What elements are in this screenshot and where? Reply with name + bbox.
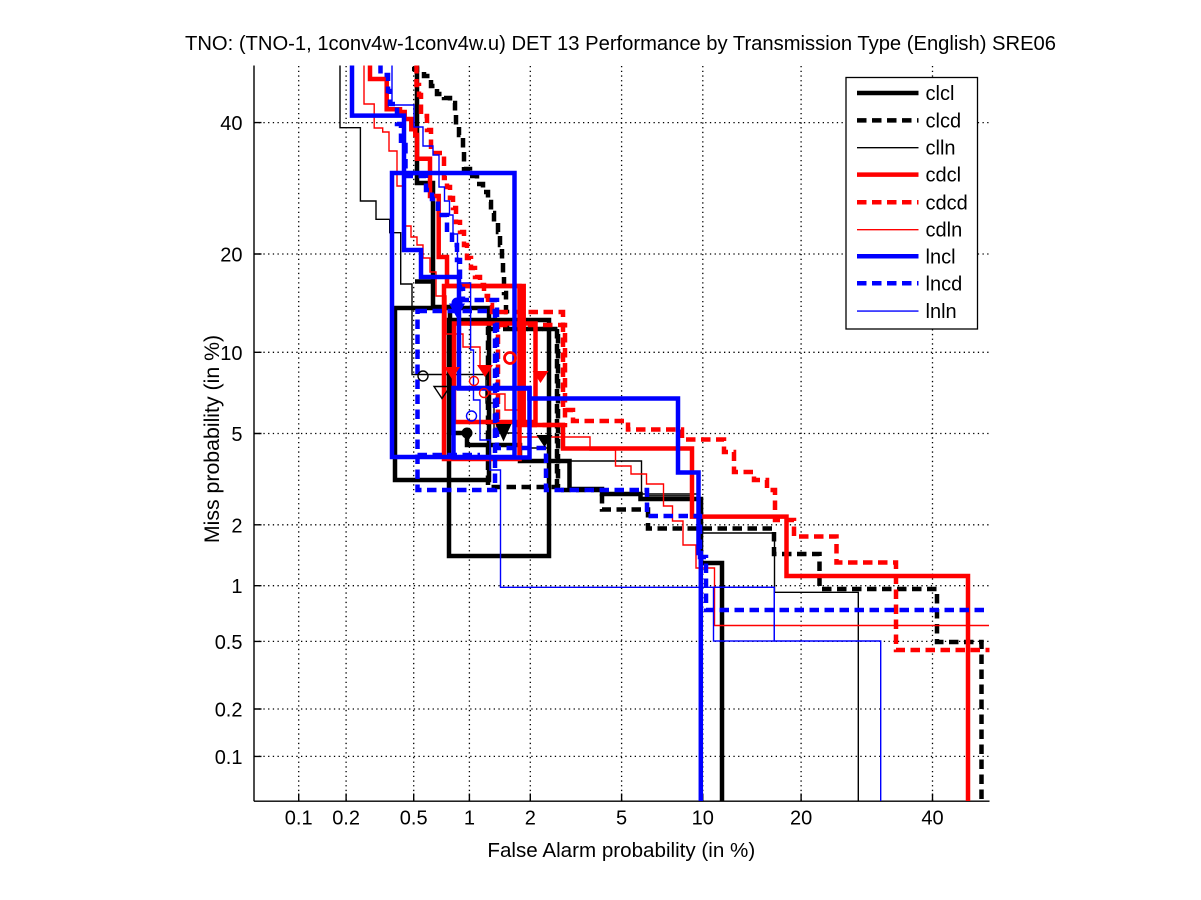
svg-text:0.5: 0.5 [215,632,243,654]
svg-text:cdcd: cdcd [926,192,968,214]
svg-text:20: 20 [790,808,812,830]
svg-text:2: 2 [231,515,242,537]
svg-text:1: 1 [464,808,475,830]
svg-text:0.2: 0.2 [215,700,243,722]
svg-text:clcd: clcd [926,110,962,132]
svg-text:lnln: lnln [926,301,957,323]
svg-text:40: 40 [220,113,242,135]
svg-text:False Alarm probability (in %): False Alarm probability (in %) [487,839,755,862]
svg-text:lncd: lncd [926,273,963,295]
svg-text:1: 1 [231,576,242,598]
svg-text:lncl: lncl [926,246,956,268]
svg-text:cdcl: cdcl [926,165,962,187]
svg-text:0.1: 0.1 [285,808,313,830]
svg-text:5: 5 [231,424,242,446]
svg-text:clln: clln [926,138,956,160]
svg-text:10: 10 [692,808,714,830]
svg-text:40: 40 [921,808,943,830]
svg-text:cdln: cdln [926,220,963,242]
svg-text:Miss probability (in %): Miss probability (in %) [200,335,224,543]
svg-text:2: 2 [525,808,536,830]
svg-text:clcl: clcl [926,83,955,105]
svg-text:0.2: 0.2 [332,808,360,830]
svg-text:0.5: 0.5 [400,808,428,830]
svg-text:0.1: 0.1 [215,747,243,769]
svg-text:10: 10 [220,343,242,365]
svg-text:5: 5 [616,808,627,830]
svg-text:TNO: (TNO-1, 1conv4w-1conv4w.u: TNO: (TNO-1, 1conv4w-1conv4w.u) DET 13 P… [185,33,1056,55]
svg-text:20: 20 [220,245,242,267]
